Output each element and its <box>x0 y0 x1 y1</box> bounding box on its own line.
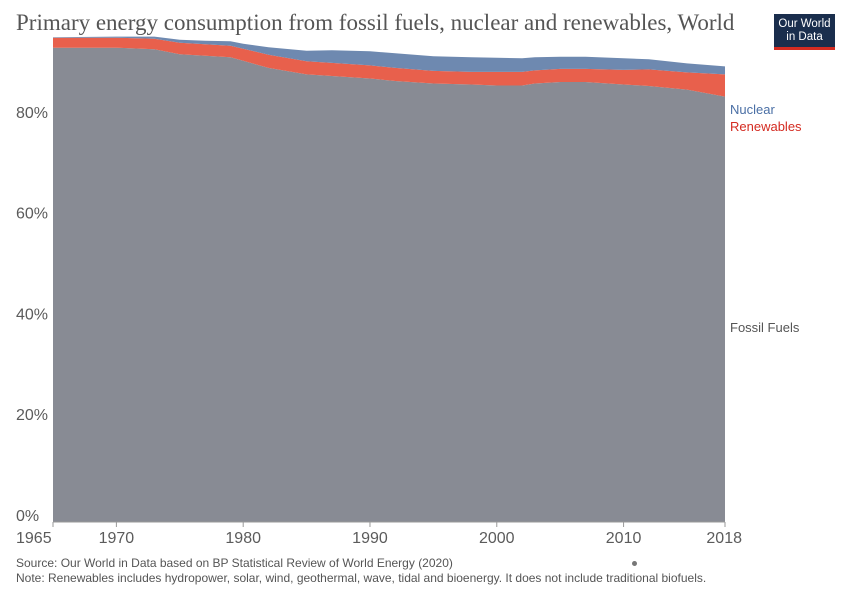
owid-logo[interactable]: Our World in Data <box>774 14 835 50</box>
x-tick-label: 2000 <box>479 530 515 547</box>
x-tick-label: 2018 <box>706 530 742 547</box>
series-label-nuclear: Nuclear <box>730 102 775 117</box>
x-tick-label: 1990 <box>352 530 388 547</box>
area-fossil-fuels <box>53 47 725 522</box>
y-tick-label: 60% <box>16 206 48 223</box>
y-tick-label: 40% <box>16 306 48 323</box>
x-tick-label: 1980 <box>225 530 261 547</box>
axes: 0% 20% 40% 60% 80% 1965 1970 1980 1990 2000 2010 20… <box>16 105 742 547</box>
series-label-fossil-fuels: Fossil Fuels <box>730 320 800 335</box>
series-label-renewables: Renewables <box>730 119 802 134</box>
area-renewables <box>53 37 725 97</box>
logo-line2: in Data <box>786 31 823 43</box>
area-nuclear <box>53 36 725 75</box>
x-tick-label: 1970 <box>99 530 135 547</box>
series-areas <box>53 36 725 522</box>
note-text: Note: Renewables includes hydropower, so… <box>16 571 707 585</box>
y-tick-label: 80% <box>16 105 48 122</box>
y-tick-label: 0% <box>16 508 39 525</box>
timeline-dot[interactable] <box>632 561 637 566</box>
logo-line1: Our World <box>778 18 831 30</box>
y-tick-label: 20% <box>16 407 48 424</box>
chart-title: Primary energy consumption from fossil f… <box>16 10 735 35</box>
series-labels: Fossil Fuels Renewables Nuclear <box>730 102 802 335</box>
x-tick-label: 1965 <box>16 530 52 547</box>
source-text: Source: Our World in Data based on BP St… <box>16 556 453 570</box>
x-tick-label: 2010 <box>606 530 642 547</box>
